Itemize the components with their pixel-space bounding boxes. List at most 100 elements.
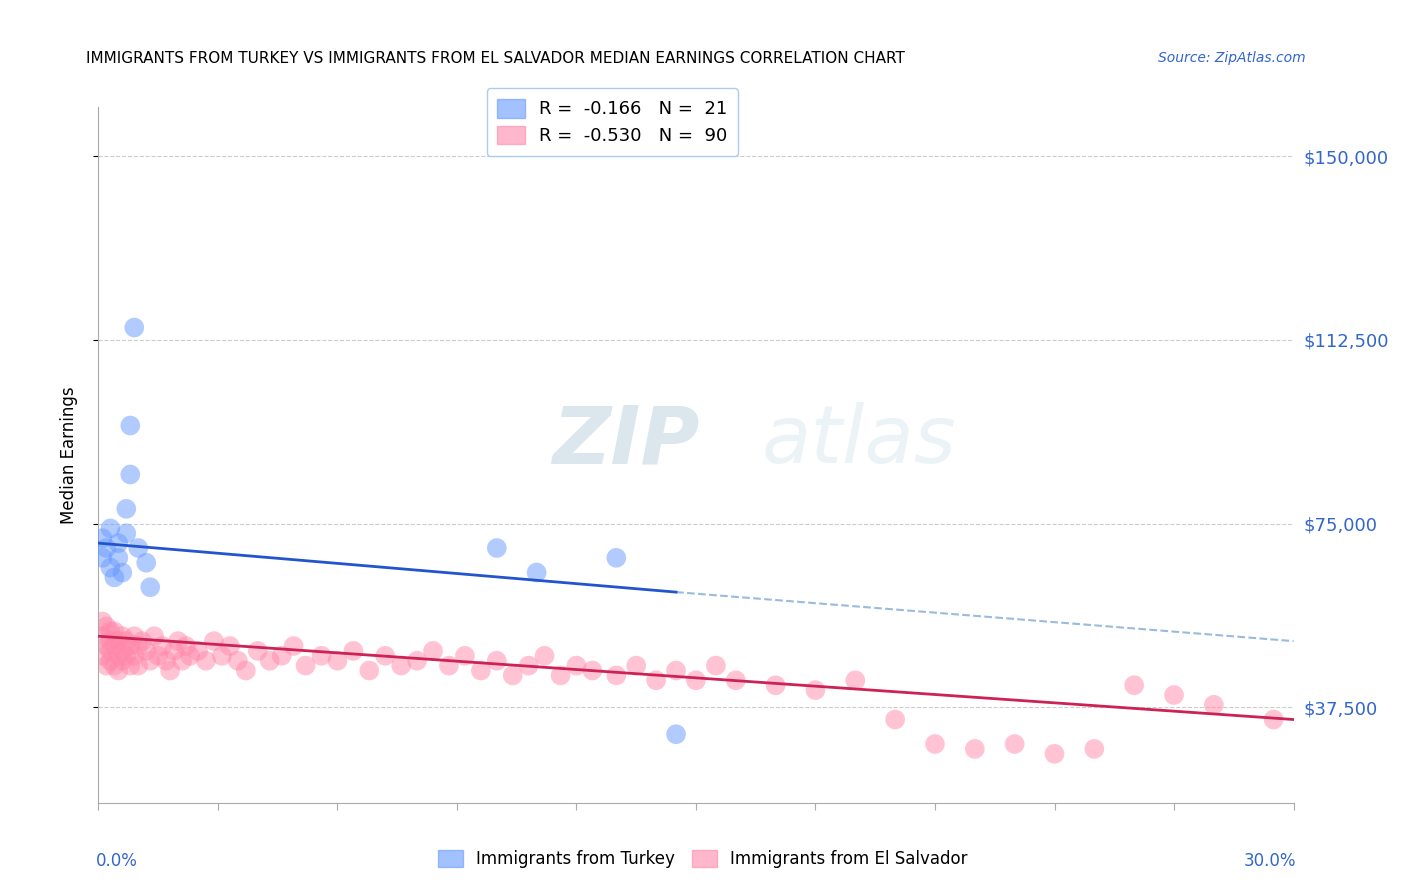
Point bbox=[485, 541, 508, 555]
Point bbox=[111, 654, 134, 668]
Point bbox=[98, 644, 122, 658]
Point bbox=[120, 418, 142, 433]
Point bbox=[470, 664, 492, 678]
Point bbox=[98, 521, 122, 535]
Point bbox=[884, 713, 907, 727]
Point bbox=[804, 683, 827, 698]
Point bbox=[150, 639, 173, 653]
Text: 30.0%: 30.0% bbox=[1243, 852, 1296, 870]
Text: Source: ZipAtlas.com: Source: ZipAtlas.com bbox=[1159, 52, 1306, 65]
Point bbox=[374, 648, 396, 663]
Point bbox=[1043, 747, 1066, 761]
Point bbox=[1202, 698, 1225, 712]
Point bbox=[172, 654, 194, 668]
Legend: Immigrants from Turkey, Immigrants from El Salvador: Immigrants from Turkey, Immigrants from … bbox=[432, 843, 974, 875]
Point bbox=[155, 654, 177, 668]
Point bbox=[91, 550, 114, 565]
Point bbox=[107, 664, 129, 678]
Point bbox=[246, 644, 269, 658]
Point bbox=[665, 664, 688, 678]
Point bbox=[96, 619, 118, 633]
Point bbox=[550, 668, 572, 682]
Point bbox=[96, 658, 118, 673]
Point bbox=[91, 648, 114, 663]
Point bbox=[179, 648, 201, 663]
Point bbox=[120, 639, 142, 653]
Point bbox=[294, 658, 316, 673]
Point bbox=[139, 654, 162, 668]
Point bbox=[1004, 737, 1026, 751]
Point bbox=[103, 658, 125, 673]
Point bbox=[91, 531, 114, 545]
Point bbox=[202, 634, 225, 648]
Point bbox=[765, 678, 787, 692]
Point bbox=[103, 570, 125, 584]
Point bbox=[437, 658, 460, 673]
Point bbox=[98, 560, 122, 574]
Point bbox=[517, 658, 540, 673]
Point bbox=[924, 737, 946, 751]
Point bbox=[219, 639, 242, 653]
Point bbox=[163, 644, 186, 658]
Point bbox=[148, 648, 170, 663]
Point bbox=[111, 629, 134, 643]
Point bbox=[270, 648, 292, 663]
Point bbox=[187, 644, 209, 658]
Point bbox=[115, 634, 138, 648]
Point bbox=[131, 634, 153, 648]
Point bbox=[124, 648, 146, 663]
Point bbox=[211, 648, 233, 663]
Point bbox=[1263, 713, 1285, 727]
Point bbox=[342, 644, 364, 658]
Point bbox=[502, 668, 524, 682]
Point bbox=[226, 654, 249, 668]
Y-axis label: Median Earnings: Median Earnings bbox=[59, 386, 77, 524]
Point bbox=[1163, 688, 1185, 702]
Text: IMMIGRANTS FROM TURKEY VS IMMIGRANTS FROM EL SALVADOR MEDIAN EARNINGS CORRELATIO: IMMIGRANTS FROM TURKEY VS IMMIGRANTS FRO… bbox=[87, 52, 905, 66]
Legend: R =  -0.166   N =  21, R =  -0.530   N =  90: R = -0.166 N = 21, R = -0.530 N = 90 bbox=[486, 88, 738, 156]
Point bbox=[704, 658, 727, 673]
Text: 0.0%: 0.0% bbox=[96, 852, 138, 870]
Point bbox=[98, 624, 122, 639]
Text: atlas: atlas bbox=[762, 402, 956, 480]
Point bbox=[96, 639, 118, 653]
Point bbox=[259, 654, 281, 668]
Point bbox=[645, 673, 668, 688]
Point bbox=[124, 320, 146, 334]
Point bbox=[111, 644, 134, 658]
Point bbox=[135, 644, 157, 658]
Point bbox=[485, 654, 508, 668]
Point bbox=[111, 566, 134, 580]
Point bbox=[159, 664, 181, 678]
Point bbox=[167, 634, 190, 648]
Point bbox=[127, 541, 149, 555]
Point bbox=[139, 580, 162, 594]
Point bbox=[724, 673, 747, 688]
Point bbox=[389, 658, 412, 673]
Point bbox=[1123, 678, 1146, 692]
Point bbox=[685, 673, 707, 688]
Point bbox=[844, 673, 866, 688]
Point bbox=[422, 644, 444, 658]
Point bbox=[359, 664, 381, 678]
Point bbox=[115, 648, 138, 663]
Point bbox=[120, 467, 142, 482]
Point bbox=[605, 668, 627, 682]
Point bbox=[127, 658, 149, 673]
Point bbox=[103, 639, 125, 653]
Point bbox=[454, 648, 477, 663]
Point bbox=[115, 501, 138, 516]
Point bbox=[526, 566, 548, 580]
Point bbox=[120, 658, 142, 673]
Point bbox=[195, 654, 218, 668]
Point bbox=[107, 634, 129, 648]
Point bbox=[107, 550, 129, 565]
Point bbox=[115, 526, 138, 541]
Point bbox=[127, 639, 149, 653]
Point bbox=[143, 629, 166, 643]
Point bbox=[326, 654, 349, 668]
Point bbox=[533, 648, 555, 663]
Point bbox=[98, 654, 122, 668]
Point bbox=[96, 541, 118, 555]
Point bbox=[283, 639, 305, 653]
